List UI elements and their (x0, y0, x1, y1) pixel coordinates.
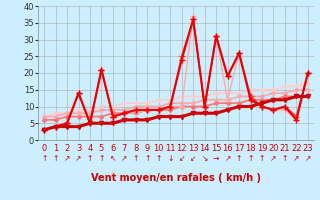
Text: ↑: ↑ (259, 154, 265, 163)
Text: ↗: ↗ (224, 154, 231, 163)
Text: ↙: ↙ (190, 154, 196, 163)
Text: ↗: ↗ (293, 154, 300, 163)
Text: ↑: ↑ (156, 154, 162, 163)
Text: ↑: ↑ (52, 154, 59, 163)
Text: ↑: ↑ (41, 154, 47, 163)
Text: ↙: ↙ (179, 154, 185, 163)
Text: ↗: ↗ (270, 154, 277, 163)
Text: ↑: ↑ (98, 154, 105, 163)
Text: ↑: ↑ (282, 154, 288, 163)
Text: →: → (213, 154, 219, 163)
Text: ↗: ↗ (305, 154, 311, 163)
Text: ↑: ↑ (144, 154, 150, 163)
Text: ↑: ↑ (247, 154, 254, 163)
Text: ↖: ↖ (110, 154, 116, 163)
Text: ↑: ↑ (87, 154, 93, 163)
Text: ↗: ↗ (64, 154, 70, 163)
Text: ↑: ↑ (133, 154, 139, 163)
Text: ↓: ↓ (167, 154, 173, 163)
Text: ↑: ↑ (236, 154, 242, 163)
X-axis label: Vent moyen/en rafales ( km/h ): Vent moyen/en rafales ( km/h ) (91, 173, 261, 183)
Text: ↗: ↗ (75, 154, 82, 163)
Text: ↗: ↗ (121, 154, 128, 163)
Text: ↘: ↘ (202, 154, 208, 163)
